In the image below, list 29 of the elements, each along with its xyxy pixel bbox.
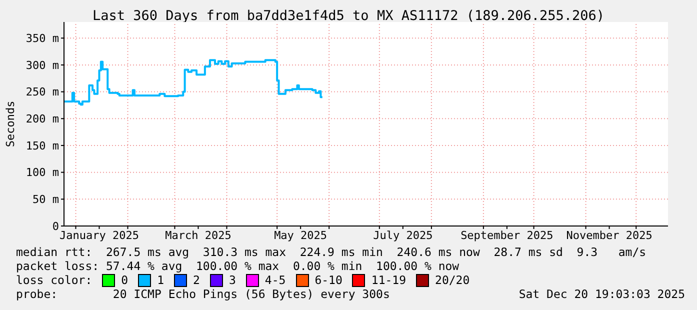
text: probe: 20 ICMP Echo Pings (56 Bytes) every 300s (16, 287, 390, 301)
y-tick-label: 150 m (26, 139, 60, 152)
y-tick-label: 50 m (32, 193, 60, 206)
legend-label: 1 (157, 273, 164, 287)
text: Sat Dec 20 19:03:03 2025 (518, 287, 685, 301)
text: median rtt: 267.5 ms avg 310.3 ms max 224.9 ms min 240.6 ms now 28.7 ms sd 9.3 am/s (16, 245, 646, 259)
x-tick-label: November 2025 (566, 228, 652, 242)
chart-title: Last 360 Days from ba7dd3e1f4d5 to MX AS11172 (189.206.255.206) (91, 8, 606, 24)
legend-label: 4-5 (264, 273, 286, 287)
x-tick-label: July 2025 (373, 228, 433, 242)
legend-label: 0 (121, 273, 128, 287)
y-tick-label: 200 m (26, 112, 60, 126)
x-tick-label: May 2025 (274, 228, 328, 242)
y-tick-label: 350 m (26, 32, 60, 46)
y-tick-label: 100 m (26, 166, 60, 180)
y-tick-label: 250 m (26, 86, 60, 99)
legend-title: loss color: (16, 273, 92, 287)
text: packet loss: 57.44 % avg 100.00 % max 0.00 % min 100.00 % now (16, 259, 460, 273)
legend-label: 20/20 (435, 273, 470, 287)
x-tick-label: January 2025 (59, 228, 139, 242)
y-tick-label: 300 m (26, 58, 60, 72)
x-tick-label: March 2025 (165, 228, 232, 242)
legend-label: 11-19 (371, 273, 406, 287)
y-axis-title: Seconds (4, 100, 17, 148)
legend-label: 2 (193, 273, 200, 287)
legend-label: 6-10 (314, 273, 342, 287)
y-tick-label: 0 (52, 220, 59, 233)
x-tick-label: September 2025 (460, 228, 554, 242)
legend-label: 3 (228, 273, 236, 287)
